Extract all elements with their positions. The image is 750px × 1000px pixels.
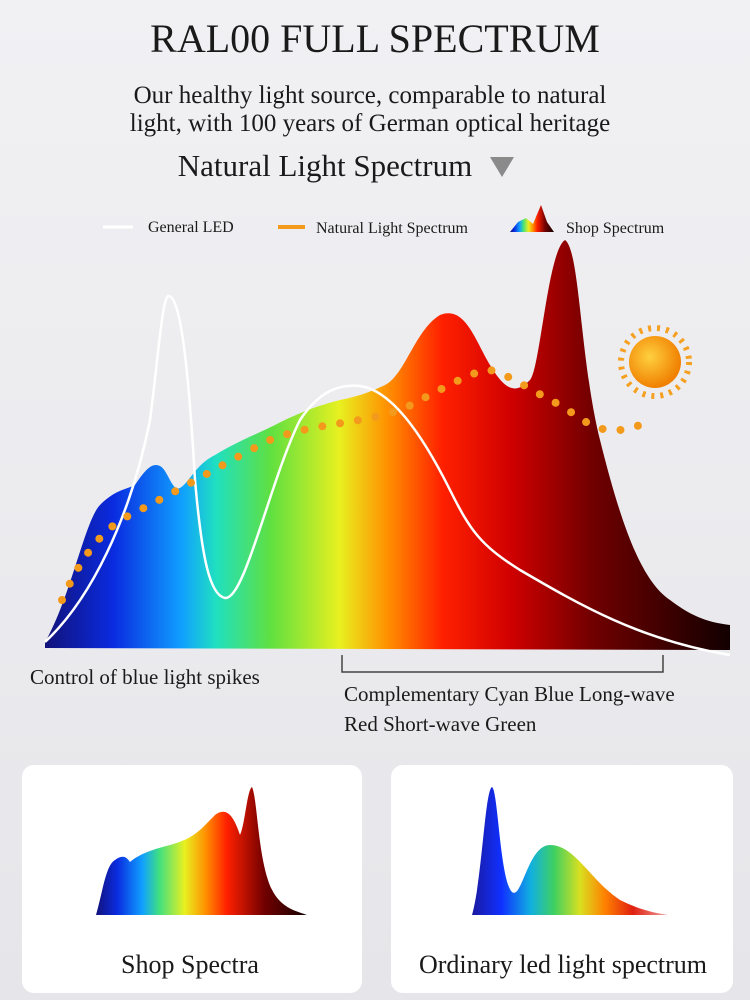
legend-label: Shop Spectrum <box>566 220 665 237</box>
subtitle: Our healthy light source, comparable to … <box>134 82 607 109</box>
general-led-curve <box>44 294 731 657</box>
led-mini-spectrum <box>472 787 668 915</box>
legend-label: General LED <box>148 219 234 236</box>
legend-label: Natural Light Spectrum <box>316 220 469 237</box>
triangle-icon <box>490 157 514 177</box>
title: RAL00 FULL SPECTRUM <box>150 16 600 61</box>
bracket <box>341 655 664 673</box>
section-title: Natural Light Spectrum <box>178 148 472 183</box>
natural-light-curve <box>58 365 644 604</box>
annotation: Complementary Cyan Blue Long-wave <box>344 682 675 706</box>
shop-mini-spectrum <box>96 787 307 915</box>
sun-icon <box>618 325 692 399</box>
card-label: Shop Spectra <box>121 950 259 979</box>
subtitle: light, with 100 years of German optical … <box>130 110 610 137</box>
legend-swatch <box>510 205 554 232</box>
card-label: Ordinary led light spectrum <box>419 950 707 979</box>
annotation: Control of blue light spikes <box>30 665 260 689</box>
annotation: Red Short-wave Green <box>344 712 537 736</box>
shop-spectrum <box>45 240 730 650</box>
